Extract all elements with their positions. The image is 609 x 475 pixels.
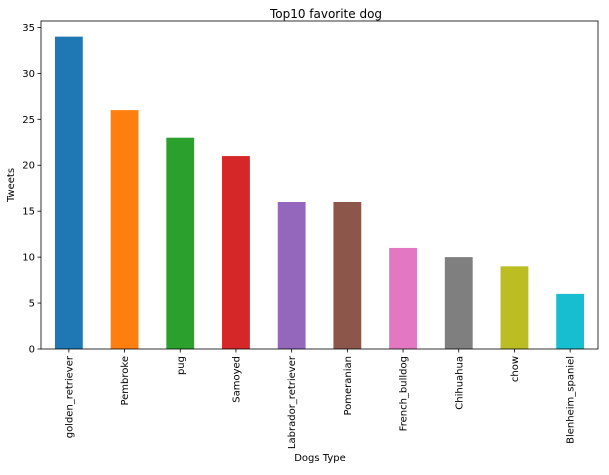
y-tick-label: 25 (22, 115, 35, 126)
bars-group (54, 36, 585, 349)
y-tick-label: 30 (22, 69, 35, 80)
chart-title: Top10 favorite dog (269, 7, 382, 21)
bar-French_bulldog (389, 247, 417, 349)
x-tick-label: Labrador_retriever (287, 355, 298, 449)
x-tick-label: French_bulldog (399, 356, 410, 431)
y-axis-ticks: 0 5 10 15 20 25 30 35 (22, 23, 41, 356)
y-tick-label: 5 (29, 299, 35, 310)
bar-Labrador_retriever (277, 201, 306, 349)
y-tick-label: 15 (22, 207, 35, 218)
x-tick-label: Samoyed (231, 356, 242, 403)
bar-Blenheim_spaniel (556, 293, 585, 349)
x-axis-ticks: golden_retriever Pembroke pug Samoyed Labrad… (64, 349, 577, 449)
y-tick-label: 0 (29, 345, 35, 356)
x-axis-label: Dogs Type (294, 453, 346, 464)
y-tick-label: 35 (22, 23, 35, 34)
plot-frame (40, 20, 599, 350)
x-tick-label: chow (510, 356, 521, 382)
y-axis-label: Tweets (6, 168, 17, 203)
bar-Samoyed (222, 156, 250, 349)
x-tick-label: Blenheim_spaniel (566, 356, 577, 444)
y-tick-label: 10 (22, 253, 35, 264)
x-tick-label: Chihuahua (454, 356, 465, 410)
bar-Pembroke (110, 110, 139, 349)
bar-chow (500, 266, 529, 349)
bar-Pomeranian (333, 201, 362, 349)
x-tick-label: Pomeranian (343, 356, 354, 416)
bar-Chihuahua (444, 257, 473, 349)
bar-golden_retriever (54, 36, 83, 349)
bar-pug (166, 137, 195, 349)
x-tick-label: pug (176, 356, 187, 375)
y-tick-label: 20 (22, 161, 35, 172)
x-tick-label: Pembroke (120, 356, 131, 406)
x-tick-label: golden_retriever (64, 355, 75, 438)
